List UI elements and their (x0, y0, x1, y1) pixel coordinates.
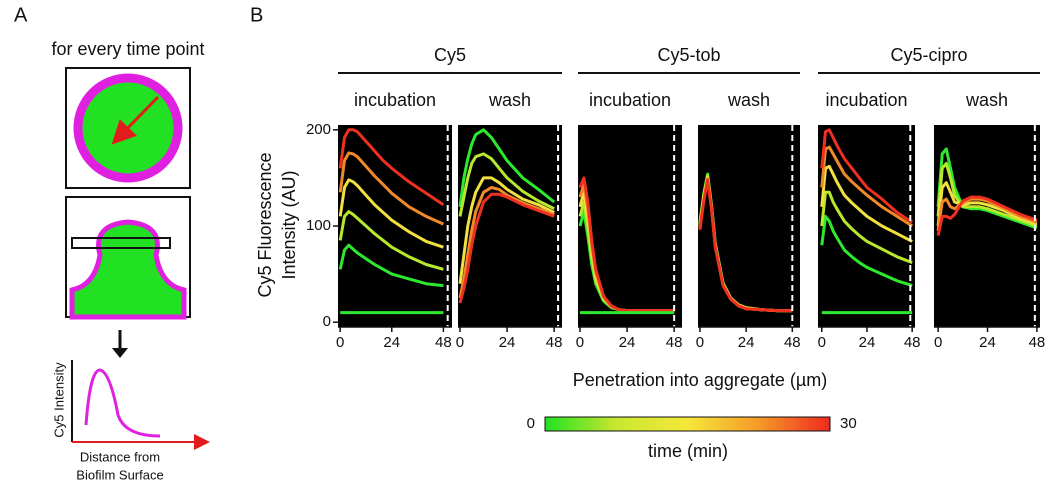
x-tick-label: 0 (336, 334, 344, 351)
down-arrow-head (112, 348, 128, 358)
series-line (338, 243, 444, 288)
x-axis-label: Penetration into aggregate (µm) (573, 370, 828, 390)
series-line (338, 151, 445, 226)
series-line (936, 197, 1038, 232)
x-tick-label: 48 (546, 334, 563, 351)
panel-title: wash (965, 90, 1008, 110)
series-line (820, 164, 913, 243)
x-tick-label: 24 (979, 334, 996, 351)
plot-area (934, 125, 1040, 327)
x-tick-label: 48 (784, 334, 801, 351)
group-title: Cy5 (434, 45, 466, 65)
axis-label: Cy5 Intensity (51, 362, 66, 438)
series-line (458, 152, 555, 217)
series-line (338, 210, 444, 271)
panel-heading: for every time point (51, 39, 204, 59)
series-line (820, 214, 913, 288)
series-line (820, 145, 914, 228)
x-tick-label: 0 (934, 334, 942, 351)
x-tick-label: 24 (859, 334, 876, 351)
x-tick-label: 0 (576, 334, 584, 351)
axis-label: Distance from (80, 449, 160, 464)
panel-title: incubation (354, 90, 436, 110)
panel-title: incubation (589, 90, 671, 110)
series-line (458, 128, 556, 208)
series-line (338, 128, 445, 207)
plot-area (578, 125, 682, 327)
y-axis-label: Cy5 Fluorescence (255, 152, 275, 297)
x-tick-label: 24 (619, 334, 636, 351)
x-tick-label: 0 (456, 334, 464, 351)
aggregate-side (69, 219, 187, 320)
x-tick-label: 24 (383, 334, 400, 351)
panel-title: wash (488, 90, 531, 110)
x-tick-label: 0 (696, 334, 704, 351)
panel-title: incubation (825, 90, 907, 110)
series-line (936, 162, 1038, 228)
x-tick-label: 24 (499, 334, 516, 351)
x-tick-label: 0 (818, 334, 826, 351)
slice (71, 237, 171, 249)
series-line (936, 195, 1038, 236)
series-line (820, 128, 914, 224)
panel-title: wash (727, 90, 770, 110)
y-tick-label: 200 (306, 121, 331, 138)
plot-area (338, 125, 452, 327)
series-line (820, 190, 913, 265)
colorbar-label: time (min) (648, 441, 728, 461)
panel-label: A (14, 4, 28, 26)
colorbar-tick-label: 0 (527, 415, 535, 432)
series-line (698, 178, 793, 313)
series-line (578, 176, 675, 313)
x-tick-label: 24 (738, 334, 755, 351)
colorbar (544, 416, 831, 432)
series-line (338, 178, 444, 249)
group-title: Cy5-cipro (890, 45, 967, 65)
x-tick-label: 48 (435, 334, 452, 351)
radius-arrow (111, 95, 160, 145)
group-title: Cy5-tob (657, 45, 720, 65)
y-tick-label: 100 (306, 217, 331, 234)
series-line (458, 186, 555, 299)
x-tick-label: 48 (904, 334, 921, 351)
series-line (458, 176, 555, 284)
y-tick-label: 0 (323, 313, 331, 330)
colorbar-tick-label: 30 (840, 415, 857, 432)
axis-label: Biofilm Surface (76, 467, 163, 482)
y-axis-label: Intensity (AU) (279, 170, 299, 279)
x-tick-label: 48 (666, 334, 683, 351)
schematic-curve (84, 368, 161, 438)
x-tick-label: 48 (1029, 334, 1046, 351)
panel-label: B (250, 4, 263, 26)
series-line (936, 181, 1038, 227)
series-line (458, 192, 555, 304)
